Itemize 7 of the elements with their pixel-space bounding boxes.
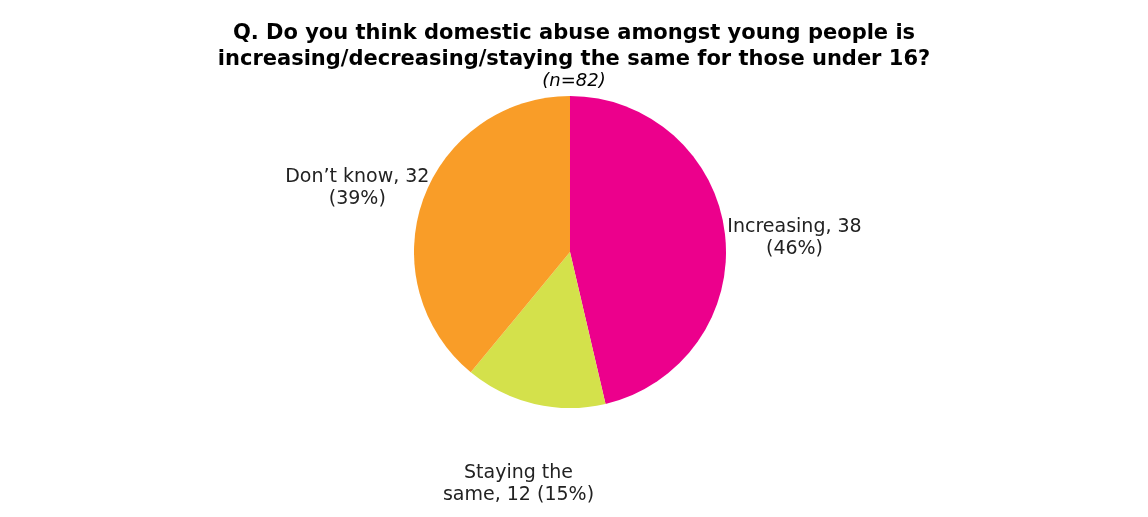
chart-title: Q. Do you think domestic abuse amongst young people is increasing/decreasing/staying the same for those under 16?: [217, 20, 931, 70]
slice-label: Don’t know, 32 (39%): [285, 163, 430, 208]
slice-label: Staying the same, 12 (15%): [442, 460, 595, 505]
chart-subtitle: (n=82): [542, 69, 606, 90]
slice-label: Increasing, 38 (46%): [727, 214, 862, 259]
pie-slice: [470, 252, 606, 408]
pie-slice: [570, 96, 726, 404]
